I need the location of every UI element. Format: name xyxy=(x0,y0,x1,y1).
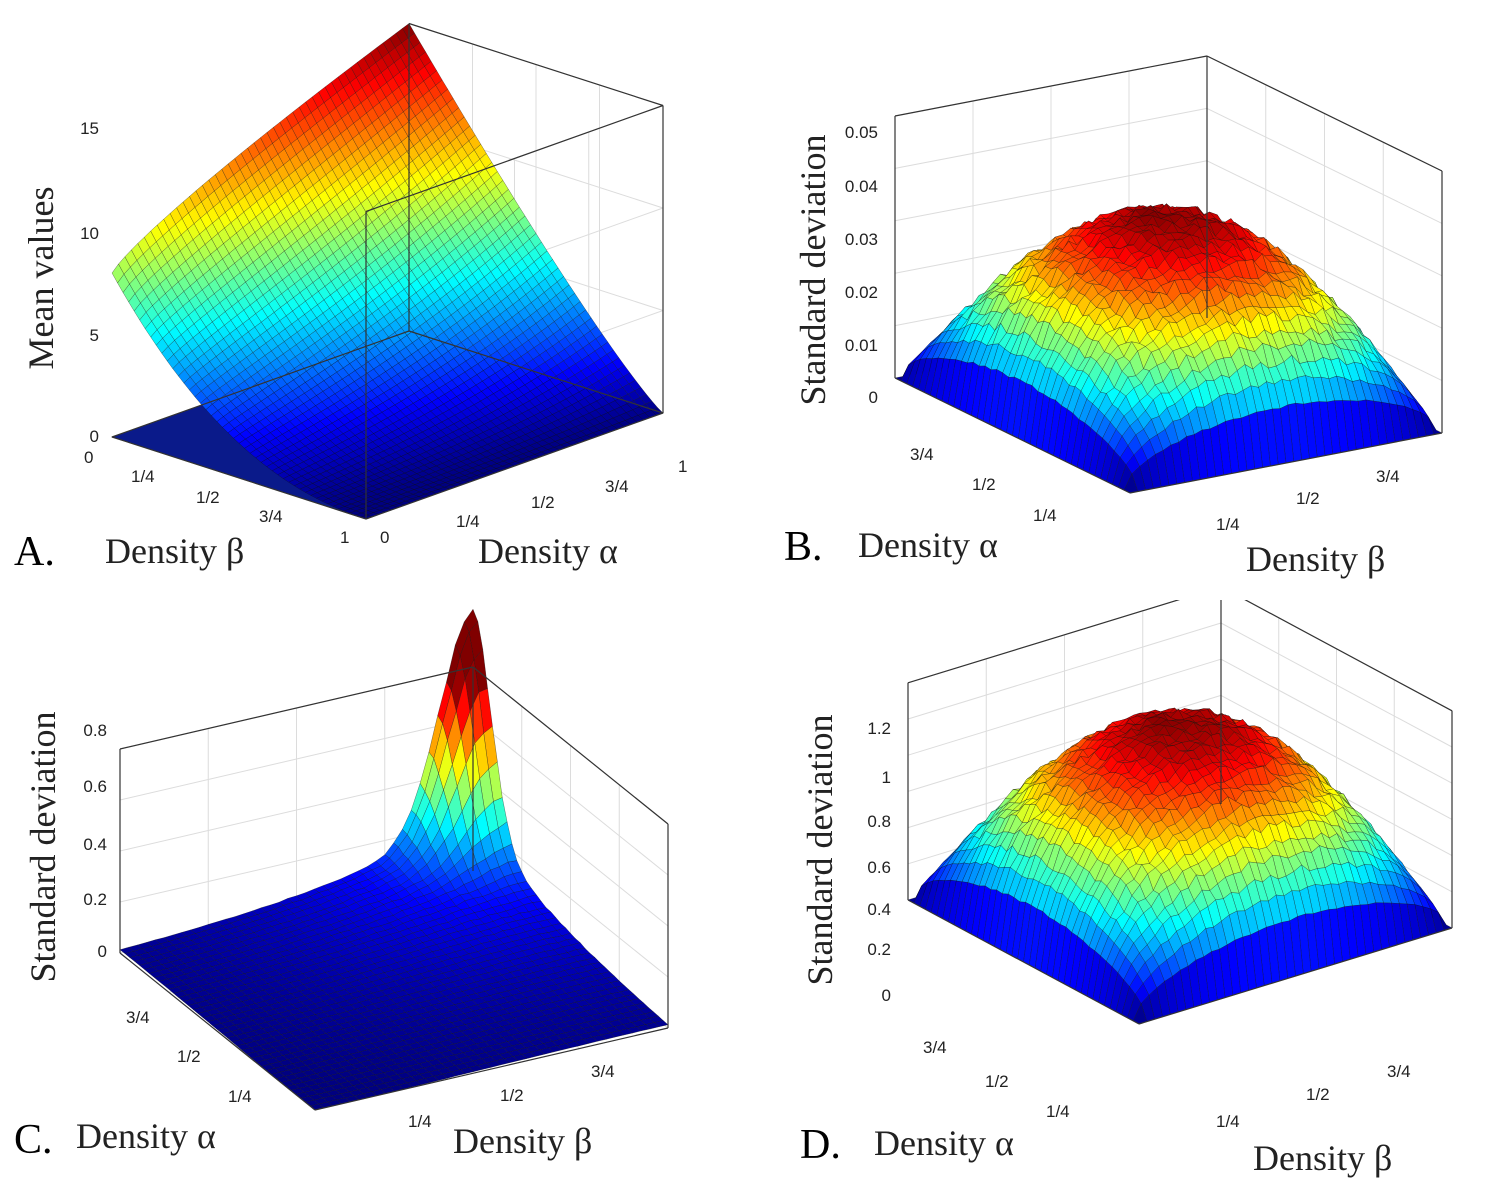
z-tick-label: 0 xyxy=(90,427,99,446)
chart-panel-a: 0 5 10 15 0 1/4 1/2 3/4 1 0 1/4 1/2 3/4 … xyxy=(14,22,687,575)
z-tick-label: 0.03 xyxy=(845,230,878,249)
beta-tick-label: 1/4 xyxy=(1216,515,1240,534)
axis-line xyxy=(119,768,474,852)
axis-line xyxy=(894,377,1131,494)
z-tick-label: 0.04 xyxy=(845,177,878,196)
z-tick-label: 10 xyxy=(80,224,99,243)
panel-a-alpha-ticks: 0 1/4 1/2 3/4 1 xyxy=(380,457,687,547)
beta-tick-label: 0 xyxy=(84,448,93,467)
beta-tick-label: 1/4 xyxy=(131,467,155,486)
z-tick-label: 5 xyxy=(90,326,99,345)
panel-b-alpha-ticks: 3/4 1/2 1/4 xyxy=(910,445,1057,525)
chart-panel-b: 0 0.01 0.02 0.03 0.04 0.05 3/4 1/2 1/4 1… xyxy=(784,55,1443,579)
beta-tick-label: 1/2 xyxy=(196,488,220,507)
x-axis-label: Density α xyxy=(858,525,998,565)
axis-line xyxy=(408,22,664,107)
panel-a-z-ticks: 0 5 10 15 xyxy=(80,119,99,446)
x-axis-label: Density β xyxy=(105,531,244,571)
beta-tick-label: 3/4 xyxy=(1376,467,1400,486)
alpha-tick-label: 0 xyxy=(380,528,389,547)
axis-line xyxy=(119,717,474,801)
panel-a-beta-ticks: 0 1/4 1/2 3/4 1 xyxy=(84,448,349,547)
panel-label: B. xyxy=(784,524,823,570)
panel-a-box xyxy=(111,22,664,520)
axis-line xyxy=(472,768,669,927)
y-axis-label: Density β xyxy=(1246,539,1385,579)
axis-line xyxy=(1206,107,1443,224)
alpha-tick-label: 3/4 xyxy=(910,445,934,464)
alpha-tick-label: 1/2 xyxy=(972,475,996,494)
axis-line xyxy=(894,160,1208,222)
alpha-tick-label: 1/2 xyxy=(531,493,555,512)
alpha-tick-label: 1/4 xyxy=(456,512,480,531)
axis-line xyxy=(894,55,1208,117)
beta-tick-label: 1 xyxy=(340,528,349,547)
axis-line xyxy=(1129,432,1443,494)
z-axis-label: Mean values xyxy=(21,187,61,370)
alpha-tick-label: 1/4 xyxy=(1033,506,1057,525)
z-tick-label: 15 xyxy=(80,119,99,138)
axis-line xyxy=(894,107,1208,169)
axis-line xyxy=(111,330,410,438)
axis-line xyxy=(365,104,664,213)
panel-c-surface xyxy=(119,608,669,1111)
axis-line xyxy=(472,717,669,876)
z-tick-label: 0 xyxy=(869,388,878,407)
panel-b-box xyxy=(894,55,1443,494)
alpha-tick-label: 3/4 xyxy=(605,477,629,496)
z-axis-label: Standard deviation xyxy=(793,135,833,406)
axis-line xyxy=(1206,160,1443,277)
axis-line xyxy=(111,436,367,520)
axis-line xyxy=(365,412,664,520)
panel-b-surface xyxy=(894,203,1443,494)
beta-tick-label: 3/4 xyxy=(259,507,283,526)
chart-panel-c: 0 0.2 0.4 0.6 0.8 3/4 1/2 1/4 1/4 1/2 3/… xyxy=(14,608,669,1163)
beta-tick-label: 1/2 xyxy=(1296,489,1320,508)
axis-line xyxy=(1206,55,1443,172)
panel-b-beta-ticks: 1/4 1/2 3/4 xyxy=(1216,467,1400,534)
panel-a-surface xyxy=(111,23,664,520)
z-tick-label: 0.02 xyxy=(845,283,878,302)
z-tick-label: 0.05 xyxy=(845,123,878,142)
panel-label: A. xyxy=(14,529,55,575)
panel-b-z-ticks: 0 0.01 0.02 0.03 0.04 0.05 xyxy=(845,123,878,407)
z-tick-label: 0.01 xyxy=(845,336,878,355)
y-axis-label: Density α xyxy=(478,531,618,571)
axis-line xyxy=(408,330,664,414)
alpha-tick-label: 1 xyxy=(678,457,687,476)
